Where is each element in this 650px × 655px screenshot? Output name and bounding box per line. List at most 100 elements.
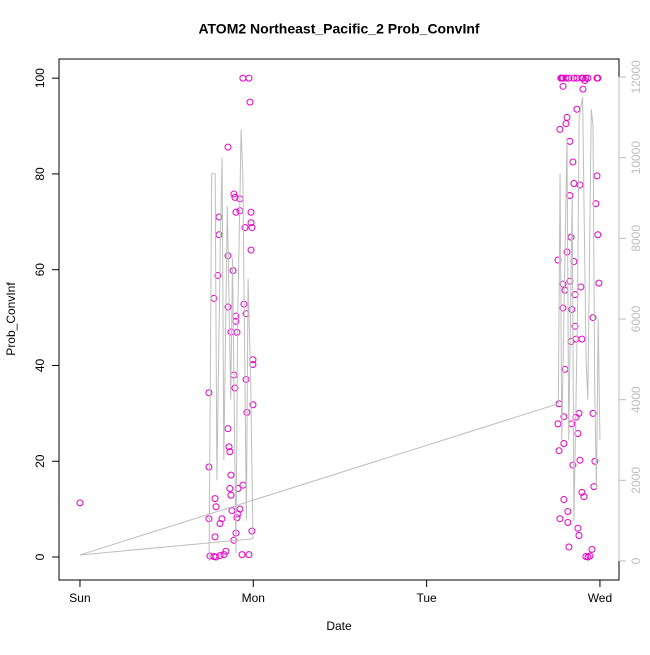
data-point: [556, 515, 564, 523]
y-tick-label: 0: [33, 553, 47, 560]
data-point: [231, 193, 239, 201]
data-point: [591, 457, 599, 465]
data-point: [246, 98, 254, 106]
data-point: [556, 125, 564, 133]
data-point: [565, 543, 573, 551]
y2-tick-label: 10000: [629, 141, 643, 175]
data-point: [580, 493, 588, 501]
y-tick-label: 100: [33, 68, 47, 88]
data-point: [584, 74, 592, 82]
data-point: [242, 375, 250, 383]
data-point: [214, 271, 222, 279]
data-point: [563, 248, 571, 256]
data-point: [569, 461, 577, 469]
y-tick-label: 60: [33, 263, 47, 277]
data-point: [205, 389, 213, 397]
data-point: [222, 547, 230, 555]
data-point: [224, 303, 232, 311]
data-point: [588, 545, 596, 553]
data-point: [232, 208, 240, 216]
data-point: [226, 448, 234, 456]
y2-tick-label: 12000: [629, 60, 643, 94]
y-tick-label: 80: [33, 167, 47, 181]
data-point: [218, 515, 226, 523]
data-point: [227, 471, 235, 479]
x-tick-label: Wed: [588, 591, 612, 605]
data-point: [248, 527, 256, 535]
data-point: [589, 409, 597, 417]
data-point: [568, 305, 576, 313]
data-point: [225, 443, 233, 451]
data-point: [227, 491, 235, 499]
data-point: [560, 440, 568, 448]
data-point: [574, 429, 582, 437]
data-point: [593, 172, 601, 180]
data-point: [205, 463, 213, 471]
y-tick-label: 40: [33, 358, 47, 372]
data-point: [233, 514, 241, 522]
data-point: [576, 181, 584, 189]
data-point: [571, 322, 579, 330]
data-point: [247, 208, 255, 216]
data-point: [224, 143, 232, 151]
data-point: [248, 224, 256, 232]
data-point: [238, 551, 246, 559]
data-point: [249, 401, 257, 409]
y2-tick-label: 4000: [629, 386, 643, 413]
data-point: [245, 74, 253, 82]
data-point: [578, 488, 586, 496]
data-point: [226, 485, 234, 493]
data-point: [230, 190, 238, 198]
data-point: [559, 82, 567, 90]
data-point: [570, 74, 578, 82]
data-point: [576, 456, 584, 464]
data-point: [211, 495, 219, 503]
data-point: [560, 413, 568, 421]
data-point: [211, 533, 219, 541]
data-point: [559, 304, 567, 312]
data-point: [573, 105, 581, 113]
data-point: [592, 200, 600, 208]
x-tick-label: Mon: [242, 591, 265, 605]
data-point: [594, 231, 602, 239]
data-point: [224, 425, 232, 433]
data-point: [575, 531, 583, 539]
data-point: [555, 447, 563, 455]
data-point: [560, 496, 568, 504]
data-point: [212, 553, 220, 561]
data-point: [558, 74, 566, 82]
data-point: [562, 74, 570, 82]
y-axis-label: Prob_ConvInf: [4, 282, 18, 356]
data-point: [586, 552, 594, 560]
data-point: [233, 328, 241, 336]
y2-tick-label: 8000: [629, 225, 643, 252]
x-axis-label: Date: [326, 619, 352, 633]
data-point: [76, 499, 84, 507]
data-point: [241, 224, 249, 232]
data-point: [231, 384, 239, 392]
data-point: [554, 420, 562, 428]
data-point: [593, 74, 601, 82]
chart-title: ATOM2 Northeast_Pacific_2 Prob_ConvInf: [198, 21, 479, 37]
data-point: [563, 113, 571, 121]
data-point: [564, 508, 572, 516]
data-line: [79, 97, 601, 562]
data-point: [565, 74, 573, 82]
y2-tick-label: 6000: [629, 305, 643, 332]
data-point: [579, 85, 587, 93]
data-point: [216, 552, 224, 560]
x-tick-label: Sun: [69, 591, 90, 605]
data-point: [216, 519, 224, 527]
data-point: [220, 551, 228, 559]
x-tick-label: Tue: [416, 591, 437, 605]
y2-tick-label: 2000: [629, 467, 643, 494]
data-point: [582, 74, 590, 82]
data-point: [236, 505, 244, 513]
data-point: [247, 219, 255, 227]
y2-tick-label: 0: [629, 557, 643, 564]
y-tick-label: 20: [33, 454, 47, 468]
data-point: [589, 314, 597, 322]
